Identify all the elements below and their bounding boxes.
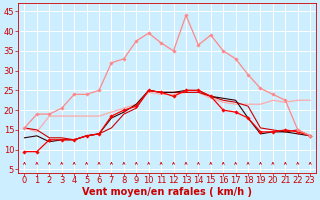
X-axis label: Vent moyen/en rafales ( km/h ): Vent moyen/en rafales ( km/h ) xyxy=(82,187,252,197)
